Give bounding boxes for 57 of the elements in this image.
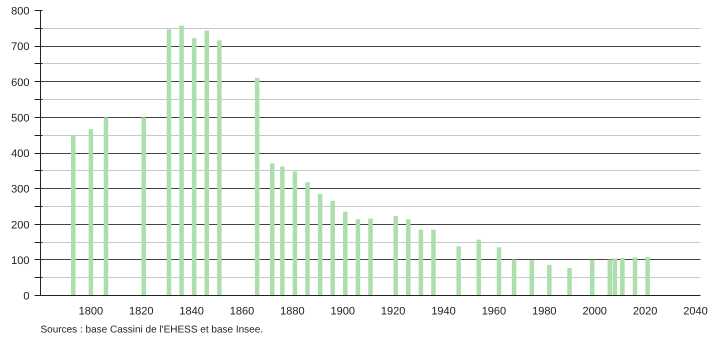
bar (192, 38, 196, 296)
bar (431, 230, 436, 296)
y-tick-label: 100 (11, 254, 30, 267)
x-tick-label: 1800 (78, 306, 104, 318)
bar (104, 117, 108, 296)
bar (88, 129, 94, 296)
bar (476, 240, 482, 296)
bar (567, 268, 572, 296)
x-tick-label: 2020 (632, 306, 658, 318)
y-tick-label: 400 (11, 148, 30, 160)
bar (330, 200, 335, 296)
bar (343, 212, 348, 296)
bar (590, 260, 594, 296)
x-tick-label: 1940 (431, 306, 456, 318)
bar (292, 172, 298, 296)
x-tick-label: 2040 (683, 306, 708, 318)
bar (280, 166, 285, 296)
bar (179, 25, 184, 296)
bar (393, 216, 398, 296)
bar (418, 230, 424, 296)
bar (70, 134, 76, 296)
bar (204, 30, 210, 296)
y-tick-label: 200 (11, 219, 30, 232)
bar (318, 194, 322, 296)
source-note: Sources : base Cassini de l'EHESS et base Insee. (40, 324, 264, 336)
bar (356, 219, 360, 296)
bar (529, 260, 534, 296)
bar (305, 182, 310, 296)
x-tick-label: 1980 (532, 306, 557, 318)
y-tick-label: 800 (11, 6, 30, 18)
bar (217, 40, 222, 296)
x-tick-label: 1960 (482, 306, 506, 318)
bar (632, 257, 638, 296)
bar (456, 246, 461, 296)
x-tick-label: 1880 (280, 306, 305, 318)
y-tick-label: 600 (11, 76, 30, 89)
x-tick-label: 1860 (230, 306, 254, 318)
x-tick-label: 1840 (179, 306, 204, 318)
bar (620, 258, 625, 296)
bar (270, 163, 275, 296)
y-tick-label: 0 (23, 290, 30, 302)
bar (166, 29, 172, 296)
y-tick-label: 500 (11, 112, 30, 124)
y-tick-label: 300 (11, 184, 30, 196)
x-tick-label: 2000 (582, 306, 607, 318)
bar (142, 117, 146, 296)
bar (645, 257, 650, 296)
bar (406, 219, 411, 296)
bar (512, 260, 516, 296)
y-tick-label: 700 (11, 41, 30, 54)
bar (547, 264, 552, 296)
x-tick-label: 1920 (380, 306, 406, 318)
bar (254, 78, 260, 296)
bar (496, 247, 502, 296)
x-tick-label: 1900 (330, 306, 356, 318)
x-tick-label: 1820 (129, 306, 154, 318)
bar (368, 218, 373, 296)
